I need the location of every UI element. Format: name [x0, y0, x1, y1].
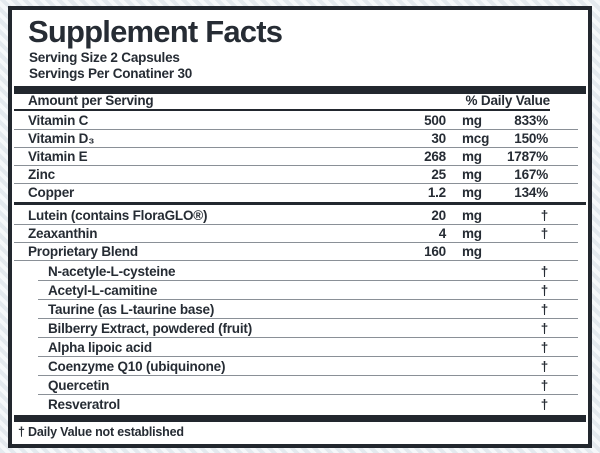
blend-row-taurine: Taurine (as L-taurine base) †	[38, 298, 578, 318]
serving-size: Serving Size 2 Capsules	[29, 49, 180, 65]
blend-item-name: Acetyl-L-camitine	[48, 282, 158, 298]
nutrient-name: Vitamin C	[28, 112, 89, 128]
nutrient-daily-value: 150%	[514, 130, 548, 146]
nutrient-amount: 25	[431, 166, 446, 182]
table-row-zeaxanthin: Zeaxanthin 4 mg †	[14, 223, 578, 242]
amount-per-serving-header: Amount per Serving	[28, 92, 154, 108]
blend-item-daily-value: †	[540, 396, 549, 412]
blend-item-daily-value: †	[540, 301, 549, 317]
daily-value-header: % Daily Value	[465, 92, 551, 108]
divider-section	[14, 201, 586, 205]
facts-table: Amount per Serving % Daily Value Vitamin…	[14, 92, 578, 201]
nutrient-name: Vitamin E	[28, 148, 88, 164]
blend-item-daily-value: †	[540, 320, 549, 336]
nutrient-unit: mg	[462, 148, 482, 164]
nutrient-daily-value: 167%	[514, 166, 548, 182]
blend-row-quercetin: Quercetin †	[38, 374, 578, 394]
facts-title: Supplement Facts	[28, 14, 283, 49]
blend-item-name: Coenzyme Q10 (ubiquinone)	[48, 358, 226, 374]
ingredient-unit: mg	[462, 243, 482, 259]
divider-thick-top	[14, 85, 586, 94]
table-row-vitamin-e: Vitamin E 268 mg 1787%	[14, 146, 578, 165]
blend-row-bilberry: Bilberry Extract, powdered (fruit) †	[38, 317, 578, 337]
nutrient-unit: mcg	[462, 130, 490, 146]
blend-item-daily-value: †	[540, 358, 549, 374]
nutrient-daily-value: 833%	[514, 112, 548, 128]
nutrient-daily-value: 1787%	[506, 148, 548, 164]
ingredient-name: Lutein (contains FloraGLO®)	[28, 207, 208, 223]
blend-item-daily-value: †	[540, 282, 549, 298]
table-row-vitamin-d3: Vitamin D₃ 30 mcg 150%	[14, 128, 578, 147]
nutrient-name: Copper	[28, 184, 75, 200]
ingredient-amount: 20	[431, 207, 446, 223]
blend-row-nac: N-acetyle-L-cysteine †	[38, 261, 578, 280]
ingredient-name: Zeaxanthin	[28, 225, 98, 241]
ingredient-amount: 4	[438, 225, 447, 241]
nutrient-name: Vitamin D₃	[28, 130, 95, 146]
table-row-zinc: Zinc 25 mg 167%	[14, 164, 578, 183]
blend-item-name: Bilberry Extract, powdered (fruit)	[48, 320, 252, 336]
blend-item-name: N-acetyle-L-cysteine	[48, 263, 176, 279]
blend-row-resveratrol: Resveratrol †	[38, 393, 578, 413]
ingredient-name: Proprietary Blend	[28, 243, 138, 259]
ingredient-unit: mg	[462, 207, 482, 223]
blend-row-coq10: Coenzyme Q10 (ubiquinone) †	[38, 355, 578, 375]
blend-item-name: Resveratrol	[48, 396, 121, 412]
blend-item-daily-value: †	[540, 339, 549, 355]
blend-item-daily-value: †	[540, 263, 549, 279]
table-row-copper: Copper 1.2 mg 134%	[14, 182, 578, 201]
table-row-lutein: Lutein (contains FloraGLO®) 20 mg †	[14, 206, 578, 224]
table-row-proprietary-blend: Proprietary Blend 160 mg	[14, 241, 578, 260]
ingredient-unit: mg	[462, 225, 482, 241]
table-header: Amount per Serving % Daily Value	[14, 92, 551, 111]
other-ingredients-table: Lutein (contains FloraGLO®) 20 mg † Zeax…	[14, 206, 578, 413]
nutrient-daily-value: 134%	[514, 184, 548, 200]
ingredient-daily-value: †	[540, 225, 549, 241]
blend-item-name: Quercetin	[48, 377, 110, 393]
nutrient-unit: mg	[462, 184, 482, 200]
nutrient-name: Zinc	[28, 166, 55, 182]
nutrient-amount: 1.2	[427, 184, 446, 200]
supplement-facts-label: Supplement Facts Serving Size 2 Capsules…	[8, 6, 592, 448]
blend-row-acetyl-l-carnitine: Acetyl-L-camitine †	[38, 279, 578, 299]
divider-thick-bottom	[14, 414, 586, 422]
daily-value-footnote: † Daily Value not established	[18, 424, 184, 439]
blend-item-name: Alpha lipoic acid	[48, 339, 152, 355]
ingredient-daily-value: †	[540, 207, 549, 223]
nutrient-unit: mg	[462, 166, 482, 182]
servings-per-container: Servings Per Conatiner 30	[29, 65, 193, 81]
blend-item-daily-value: †	[540, 377, 549, 393]
nutrient-amount: 500	[424, 112, 446, 128]
nutrient-amount: 30	[431, 130, 446, 146]
table-row-vitamin-c: Vitamin C 500 mg 833%	[14, 111, 578, 129]
nutrient-unit: mg	[462, 112, 482, 128]
blend-row-alpha-lipoic-acid: Alpha lipoic acid †	[38, 336, 578, 356]
divider-thin-full	[14, 259, 578, 261]
blend-item-name: Taurine (as L-taurine base)	[48, 301, 215, 317]
ingredient-amount: 160	[424, 243, 446, 259]
nutrient-amount: 268	[424, 148, 446, 164]
